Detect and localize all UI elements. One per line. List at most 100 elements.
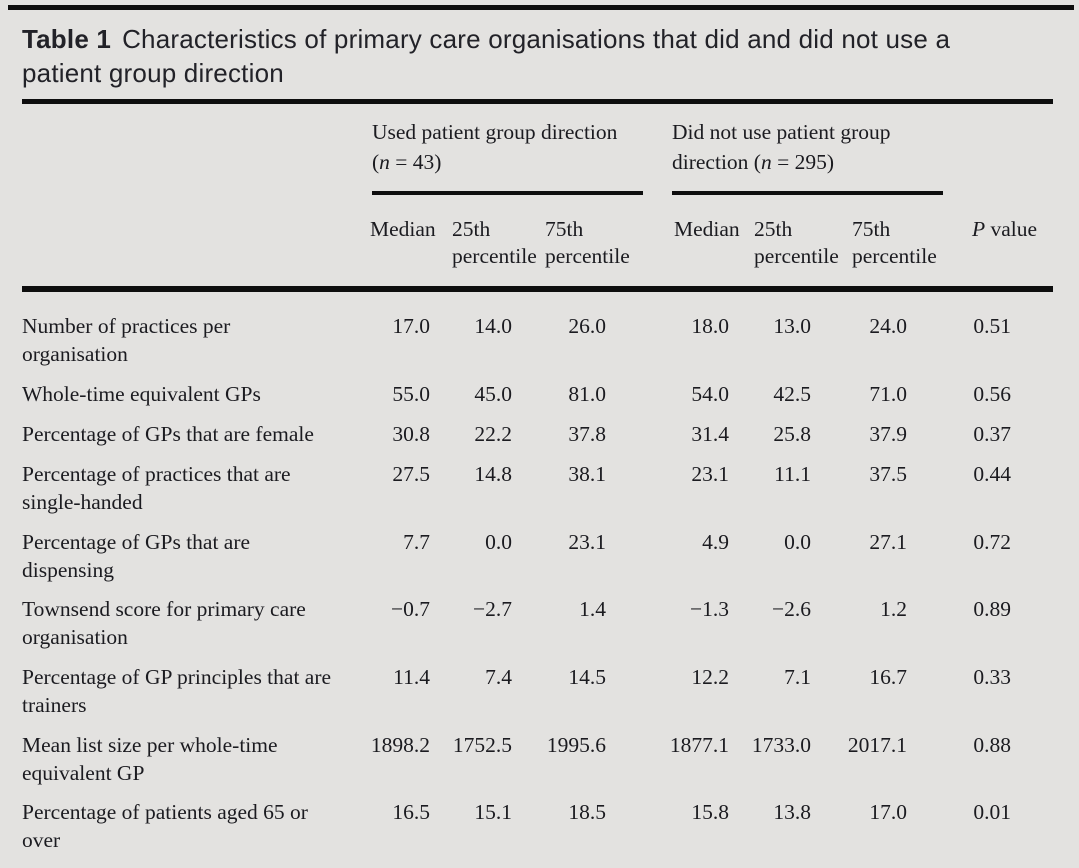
cell-value: 17.0 <box>869 800 907 824</box>
cell-value: 7.1 <box>784 665 811 689</box>
cell-value: −2.6 <box>771 597 811 621</box>
header-top-rule <box>22 99 1053 104</box>
row-label: Percentage of GP principles that are tra… <box>22 665 332 717</box>
cell-value: 71.0 <box>869 382 907 406</box>
cell-value: 24.0 <box>869 314 907 338</box>
group-2-n: n <box>760 150 772 174</box>
cell-value: 4.9 <box>702 530 729 554</box>
group-1-paren: ( <box>372 150 380 174</box>
table-title: Table 1 Characteristics of primary care o… <box>22 22 1034 90</box>
p-value-italic-p: P <box>972 217 986 241</box>
group-header-no-pgd: Did not use patient group direction (n =… <box>672 117 960 177</box>
group-1-n: n <box>379 150 390 174</box>
cell-value: 13.8 <box>773 800 811 824</box>
row-label: Townsend score for primary care organisa… <box>22 597 306 649</box>
cell-value: 30.8 <box>392 422 430 446</box>
cell-value: 37.9 <box>869 422 907 446</box>
cell-value: 11.1 <box>774 462 811 486</box>
row-label: Percentage of GPs that are dispensing <box>22 530 251 582</box>
p-value-rest: value <box>985 217 1038 241</box>
cell-value: 27.1 <box>869 530 907 554</box>
cell-value: 14.0 <box>474 314 512 338</box>
cell-value: 31.4 <box>691 422 729 446</box>
cell-value: 0.51 <box>973 314 1011 338</box>
cell-value: 0.01 <box>973 800 1011 824</box>
row-label: Percentage of GPs that are female <box>22 422 314 446</box>
column-header-75th-1: 75th percentile <box>545 217 630 268</box>
cell-value: 0.0 <box>784 530 811 554</box>
cell-value: 1898.2 <box>370 733 430 757</box>
cell-value: 12.2 <box>691 665 729 689</box>
cell-value: 18.5 <box>568 800 606 824</box>
cell-value: 0.33 <box>973 665 1011 689</box>
cell-value: −1.3 <box>689 597 729 621</box>
group-2-n-value: = 295) <box>771 150 835 174</box>
cell-value: 23.1 <box>568 530 606 554</box>
cell-value: 54.0 <box>691 382 729 406</box>
cell-value: 7.4 <box>485 665 512 689</box>
cell-value: 17.0 <box>392 314 430 338</box>
cell-value: 23.1 <box>691 462 729 486</box>
group-1-n-value: = 43) <box>389 150 442 174</box>
cell-value: 11.4 <box>393 665 430 689</box>
cell-value: 15.8 <box>691 800 729 824</box>
cell-value: 25.8 <box>773 422 811 446</box>
cell-value: 22.2 <box>474 422 512 446</box>
cell-value: 14.8 <box>474 462 512 486</box>
cell-value: 81.0 <box>568 382 606 406</box>
row-label: Mean list size per whole-time equivalent… <box>22 733 278 785</box>
cell-value: 14.5 <box>568 665 606 689</box>
column-header-75th-2: 75th percentile <box>852 217 937 268</box>
cell-value: 7.7 <box>403 530 430 554</box>
cell-value: 1.4 <box>579 597 606 621</box>
cell-value: 18.0 <box>691 314 729 338</box>
table-number: Table 1 <box>22 24 112 54</box>
cell-value: 0.37 <box>973 422 1011 446</box>
cell-value: 1995.6 <box>546 733 606 757</box>
column-header-median-2: Median <box>674 217 740 241</box>
cell-value: 1877.1 <box>669 733 729 757</box>
cell-value: 37.8 <box>568 422 606 446</box>
cell-value: 0.0 <box>485 530 512 554</box>
cell-value: 1752.5 <box>452 733 512 757</box>
column-header-25th-1: 25th percentile <box>452 217 537 268</box>
group-2-name: Did not use patient group direction <box>672 120 891 174</box>
cell-value: 0.44 <box>973 462 1011 486</box>
body-top-rule <box>22 286 1053 292</box>
cell-value: 45.0 <box>474 382 512 406</box>
cell-value: −0.7 <box>390 597 430 621</box>
row-label: Whole-time equivalent GPs <box>22 382 261 406</box>
cell-value: 42.5 <box>773 382 811 406</box>
cell-value: 13.0 <box>773 314 811 338</box>
cell-value: 38.1 <box>568 462 606 486</box>
cell-value: 0.72 <box>973 530 1011 554</box>
top-rule <box>8 5 1074 10</box>
group-1-underline <box>372 191 643 195</box>
cell-value: 16.5 <box>392 800 430 824</box>
cell-value: 37.5 <box>869 462 907 486</box>
group-2-paren: ( <box>753 150 761 174</box>
column-header-median-1: Median <box>370 217 436 241</box>
group-1-name: Used patient group direction <box>372 120 618 144</box>
cell-value: 1733.0 <box>751 733 811 757</box>
table-caption: Characteristics of primary care organisa… <box>22 24 951 88</box>
cell-value: 16.7 <box>869 665 907 689</box>
group-header-used-pgd: Used patient group direction (n = 43) <box>372 117 660 177</box>
cell-value: 0.89 <box>973 597 1011 621</box>
cell-value: 26.0 <box>568 314 606 338</box>
row-label: Percentage of patients aged 65 or over <box>22 800 308 852</box>
column-header-p-value: P value <box>972 216 1079 243</box>
column-header-25th-2: 25th percentile <box>754 217 839 268</box>
cell-value: 0.56 <box>973 382 1011 406</box>
cell-value: 0.88 <box>973 733 1011 757</box>
row-label: Number of practices per organisation <box>22 314 231 366</box>
cell-value: −2.7 <box>472 597 512 621</box>
cell-value: 15.1 <box>474 800 512 824</box>
group-2-underline <box>672 191 943 195</box>
cell-value: 27.5 <box>392 462 430 486</box>
row-label: Percentage of practices that are single-… <box>22 462 291 514</box>
cell-value: 55.0 <box>392 382 430 406</box>
cell-value: 1.2 <box>880 597 907 621</box>
cell-value: 2017.1 <box>847 733 907 757</box>
